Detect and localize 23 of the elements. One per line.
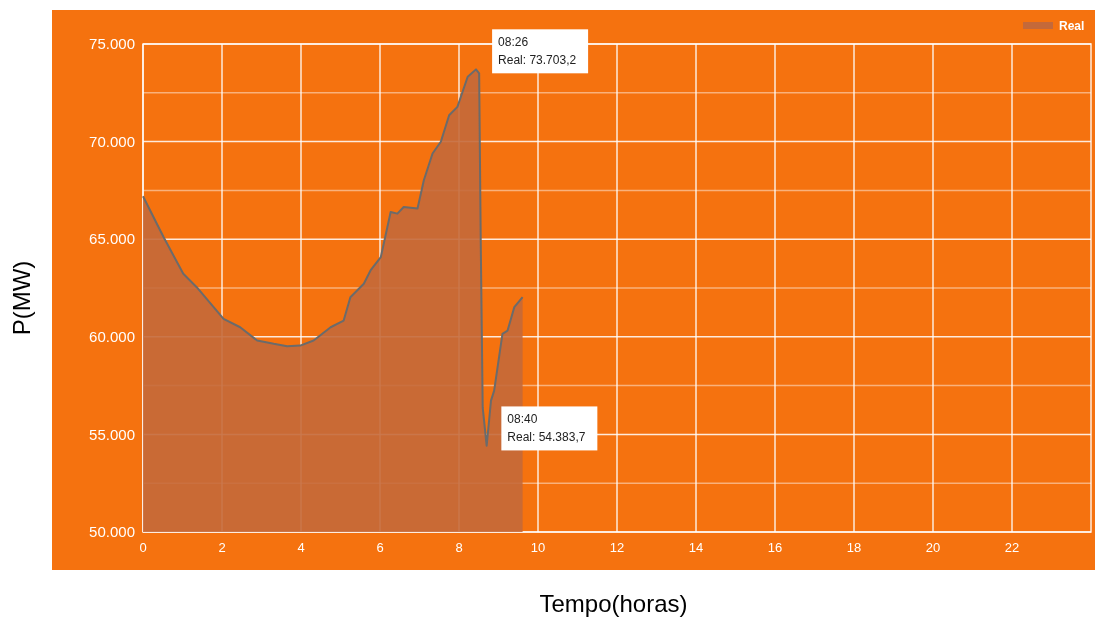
x-tick-label: 8 <box>455 540 463 555</box>
y-tick-label: 70.000 <box>89 132 135 150</box>
y-tick-label: 60.000 <box>89 328 135 346</box>
x-tick-label: 2 <box>218 540 226 555</box>
x-tick-label: 16 <box>767 540 783 555</box>
x-tick-label: 4 <box>297 540 305 555</box>
x-tick-label: 0 <box>139 540 147 555</box>
x-tick-label: 18 <box>846 540 862 555</box>
annotation: 08:40 Real: 54.383,7 <box>507 412 586 445</box>
x-tick-label: 12 <box>609 540 625 555</box>
annotation: 08:26 Real: 73.703,2 <box>498 35 577 68</box>
y-axis-title: P(MW) <box>8 260 35 336</box>
y-tick-label: 50.000 <box>89 523 135 541</box>
x-tick-label: 20 <box>925 540 941 555</box>
x-axis-title: Tempo(horas) <box>539 590 688 617</box>
legend-label: Real <box>1059 19 1085 34</box>
x-tick-label: 10 <box>530 540 546 555</box>
y-tick-label: 55.000 <box>89 425 135 443</box>
y-tick-label: 75.000 <box>89 35 135 53</box>
x-tick-label: 22 <box>1004 540 1020 555</box>
x-tick-label: 14 <box>688 540 704 555</box>
y-tick-label: 65.000 <box>89 230 135 248</box>
x-tick-label: 6 <box>376 540 384 555</box>
